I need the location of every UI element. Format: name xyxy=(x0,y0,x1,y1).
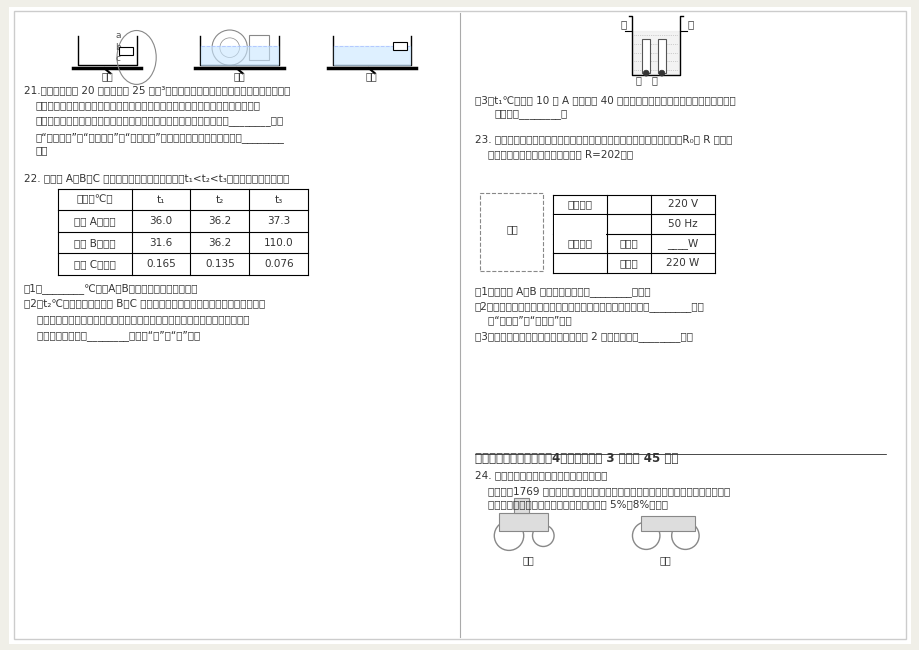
Bar xyxy=(393,42,406,50)
Text: （2）闭合开关，将轮开关转到图乙所示位置，此时电烤箕处于________（选: （2）闭合开关，将轮开关转到图乙所示位置，此时电烤箕处于________（选 xyxy=(474,302,704,313)
Text: c: c xyxy=(115,55,119,64)
Text: 36.0: 36.0 xyxy=(150,216,173,226)
Bar xyxy=(553,215,606,252)
Text: 的燃料在气缸外部燃烧（图乙），热效率为 5%～8%之间。: 的燃料在气缸外部燃烧（图乙），热效率为 5%～8%之间。 xyxy=(474,499,667,510)
Bar xyxy=(479,192,543,271)
Text: 材料一：1769 年，法国人居镕制造出蒸汽机拖动的三轮汽车（图甲），传统蒸汽机: 材料一：1769 年，法国人居镕制造出蒸汽机拖动的三轮汽车（图甲），传统蒸汽机 xyxy=(474,486,729,496)
Text: 图乙: 图乙 xyxy=(233,71,245,81)
Text: 牛。: 牛。 xyxy=(36,146,48,155)
Text: 37.3: 37.3 xyxy=(267,216,290,226)
Bar xyxy=(657,39,665,73)
Text: 乙: 乙 xyxy=(651,75,656,85)
Text: （3）t₁℃时，将 10 克 A 固体放入 40 克水中，充分搅拌后，所得溶液中溶质的质: （3）t₁℃时，将 10 克 A 固体放入 40 克水中，充分搅拌后，所得溶液中… xyxy=(474,95,734,105)
Text: 220 V: 220 V xyxy=(667,200,698,209)
Text: 填“左低右高”、“左高右低”或“水平平衡”），此时，塑料块所受浮力为________: 填“左低右高”、“左高右低”或“水平平衡”），此时，塑料块所受浮力为______… xyxy=(36,132,284,143)
Text: 0.165: 0.165 xyxy=(146,259,176,269)
Bar xyxy=(641,516,695,531)
Text: 固体析出的试管为________（选填“甲”或“乙”）。: 固体析出的试管为________（选填“甲”或“乙”）。 xyxy=(24,330,200,341)
Text: 额定电压: 额定电压 xyxy=(567,200,592,209)
Text: 21.小敏将质量为 20 克，体积为 25 厚米³的塑料块放入水平平衡的容器内（图甲），放: 21.小敏将质量为 20 克，体积为 25 厚米³的塑料块放入水平平衡的容器内（… xyxy=(24,85,290,95)
Bar xyxy=(514,499,528,513)
Text: 频率: 频率 xyxy=(573,219,585,229)
Bar xyxy=(641,39,650,73)
Bar xyxy=(249,35,268,60)
Text: 0.076: 0.076 xyxy=(264,259,293,269)
Text: 36.2: 36.2 xyxy=(208,238,232,248)
Text: 23. 图甲是某电烤箕的内部简化电路图，图乙是电烤箕铭牌的部分信息，R₀和 R 均为电: 23. 图甲是某电烤箕的内部简化电路图，图乙是电烤箕铭牌的部分信息，R₀和 R … xyxy=(474,134,732,144)
Text: 盛有水的烧杯中，向烧杯中加入一定量票酸馈（不考虑试管中水的变化），有: 盛有水的烧杯中，向烧杯中加入一定量票酸馈（不考虑试管中水的变化），有 xyxy=(24,314,249,324)
Text: 量分数为________。: 量分数为________。 xyxy=(494,109,567,120)
Text: 三、实验探究题（本题关4小题，每小题 3 分，共 45 分）: 三、实验探究题（本题关4小题，每小题 3 分，共 45 分） xyxy=(474,452,677,465)
Text: 平衡（图乙），将该塑料块轻轻放入图丙所示位置，放手后容器最终将________（选: 平衡（图乙），将该塑料块轻轻放入图丙所示位置，放手后容器最终将________（… xyxy=(36,116,284,126)
Text: 乙: 乙 xyxy=(686,19,693,29)
Text: 50 Hz: 50 Hz xyxy=(667,219,697,229)
Text: 额定功率: 额定功率 xyxy=(567,239,592,249)
Text: 物质 A（克）: 物质 A（克） xyxy=(74,216,116,226)
Text: 高温档: 高温档 xyxy=(619,239,638,249)
Text: （1）________℃时，A、B两种物质的溶解度相同。: （1）________℃时，A、B两种物质的溶解度相同。 xyxy=(24,283,199,294)
Text: 22. 下表是 A、B、C 三种固体物质在不同温度下（t₁<t₂<t₃）的溶解度，请回答：: 22. 下表是 A、B、C 三种固体物质在不同温度下（t₁<t₂<t₃）的溶解度… xyxy=(24,173,289,183)
Text: ____W: ____W xyxy=(666,238,698,249)
Text: 24. 刷题明智，一直在持续的成长和发展中。: 24. 刷题明智，一直在持续的成长和发展中。 xyxy=(474,470,607,480)
Text: 额定功率: 额定功率 xyxy=(567,239,592,249)
Text: 220 W: 220 W xyxy=(665,258,698,268)
Text: b: b xyxy=(115,43,120,51)
Text: （3）在额定电压下，电烤箕高温档工作 2 分钟产生内能________焦。: （3）在额定电压下，电烤箕高温档工作 2 分钟产生内能________焦。 xyxy=(474,331,692,342)
Text: 物质 B（克）: 物质 B（克） xyxy=(74,238,116,248)
Text: t₃: t₃ xyxy=(274,194,282,205)
Text: 物质 C（克）: 物质 C（克） xyxy=(74,259,116,269)
Text: 填“高温档”或“低温档”）。: 填“高温档”或“低温档”）。 xyxy=(474,315,571,325)
Text: t₁: t₁ xyxy=(157,194,165,205)
Bar xyxy=(499,513,548,531)
Text: t₂: t₂ xyxy=(216,194,224,205)
Text: 0.135: 0.135 xyxy=(205,259,234,269)
Circle shape xyxy=(658,70,664,76)
Text: （1）电烤箕 A、B 触点连接火线的是________触点。: （1）电烤箕 A、B 触点连接火线的是________触点。 xyxy=(474,286,650,296)
Text: 甲: 甲 xyxy=(635,75,641,85)
Text: 手后容器右端下降。撤去塑料块，往容器内缓慢倒入一定量的水，使容器再次水平: 手后容器右端下降。撤去塑料块，往容器内缓慢倒入一定量的水，使容器再次水平 xyxy=(36,101,260,111)
Text: a: a xyxy=(115,31,120,40)
Text: 图丙: 图丙 xyxy=(366,71,378,81)
Bar xyxy=(119,47,132,55)
Text: 31.6: 31.6 xyxy=(149,238,173,248)
Text: 36.2: 36.2 xyxy=(208,216,232,226)
Text: 温度（℃）: 温度（℃） xyxy=(76,194,113,205)
Text: 图乙: 图乙 xyxy=(659,555,671,565)
Text: （2）t₂℃时，分别取等量的 B、C 饱和溶液于试管甲、乙中（如图）将试管放入: （2）t₂℃时，分别取等量的 B、C 饱和溶液于试管甲、乙中（如图）将试管放入 xyxy=(24,298,265,309)
Text: 110.0: 110.0 xyxy=(264,238,293,248)
Text: 低温档: 低温档 xyxy=(619,258,638,268)
Text: 图甲: 图甲 xyxy=(101,71,113,81)
Text: 图甲: 图甲 xyxy=(522,555,534,565)
Text: 甲: 甲 xyxy=(619,19,626,29)
Text: 热丝，其他电阔均忽略不计，已知 R=202欧。: 热丝，其他电阔均忽略不计，已知 R=202欧。 xyxy=(474,150,632,160)
Text: 图甲: 图甲 xyxy=(505,224,517,234)
Circle shape xyxy=(642,70,649,76)
